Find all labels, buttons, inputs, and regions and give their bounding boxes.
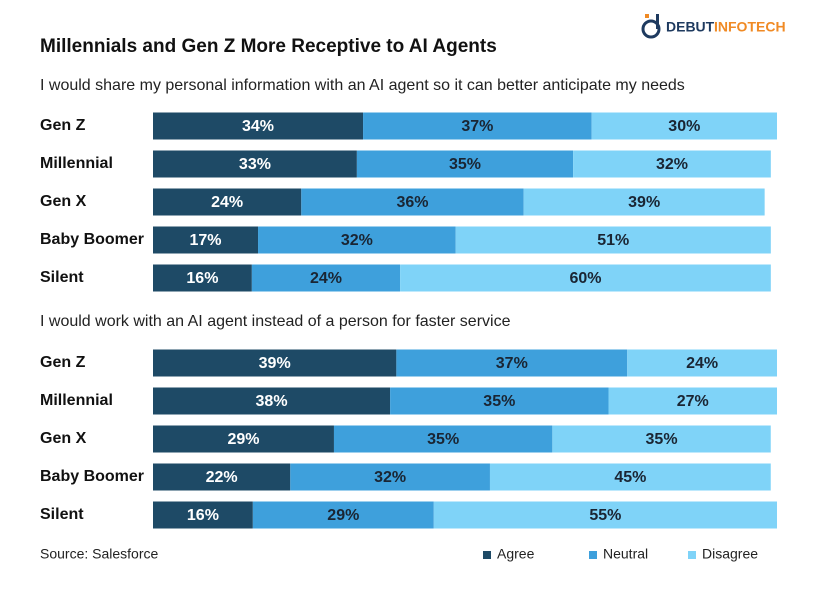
value-label: 34% [242, 118, 274, 135]
legend-label: Agree [497, 546, 535, 562]
bar-segment [523, 188, 765, 216]
bar-segment [627, 349, 777, 377]
category-label: Gen Z [40, 117, 86, 134]
value-label: 29% [327, 507, 359, 524]
value-label: 35% [646, 431, 678, 448]
category-label: Gen Z [40, 354, 86, 371]
bar-segment [400, 264, 771, 292]
bar-segment [489, 463, 771, 491]
logo-icon [656, 14, 659, 29]
legend-label: Neutral [603, 546, 648, 562]
bar-segment [153, 387, 391, 415]
value-label: 60% [569, 270, 601, 287]
logo-primary: DEBUT [666, 19, 715, 35]
category-label: Silent [40, 269, 84, 286]
bar-segment [153, 264, 252, 292]
bar-segment [290, 463, 490, 491]
source: Source: Salesforce [40, 546, 158, 562]
value-label: 45% [614, 469, 646, 486]
value-label: 24% [686, 355, 718, 372]
value-label: 35% [427, 431, 459, 448]
legend-label: Disagree [702, 546, 758, 562]
bar-segment [153, 349, 397, 377]
chart-subtitle: I would work with an AI agent instead of… [40, 313, 511, 330]
bar-segment [153, 501, 253, 529]
value-label: 36% [396, 194, 428, 211]
bar-segment [396, 349, 628, 377]
value-label: 39% [628, 194, 660, 211]
value-label: 37% [461, 118, 493, 135]
bar-segment [573, 150, 771, 178]
bar-segment [356, 150, 574, 178]
value-label: 33% [239, 156, 271, 173]
value-label: 35% [449, 156, 481, 173]
legend-swatch [688, 551, 696, 559]
value-label: 16% [186, 270, 218, 287]
value-label: 38% [256, 393, 288, 410]
logo-secondary: INFOTECH [714, 19, 786, 35]
bar-segment [591, 112, 777, 140]
value-label: 55% [589, 507, 621, 524]
bar-segment [252, 501, 434, 529]
value-label: 16% [187, 507, 219, 524]
bar-segment [153, 463, 291, 491]
bar-segment [251, 264, 401, 292]
value-label: 24% [211, 194, 243, 211]
value-label: 32% [341, 232, 373, 249]
value-label: 27% [677, 393, 709, 410]
bar-segment [333, 425, 553, 453]
category-label: Baby Boomer [40, 468, 144, 485]
category-label: Millennial [40, 155, 113, 172]
value-label: 39% [259, 355, 291, 372]
value-label: 32% [374, 469, 406, 486]
value-label: 37% [496, 355, 528, 372]
value-label: 51% [597, 232, 629, 249]
value-label: 30% [668, 118, 700, 135]
bar-segment [153, 226, 259, 254]
bar-segment [455, 226, 771, 254]
legend-swatch [589, 551, 597, 559]
bar-segment [390, 387, 609, 415]
category-label: Gen X [40, 193, 87, 210]
chart-subtitle: I would share my personal information wi… [40, 77, 685, 94]
bar-segment [301, 188, 524, 216]
bar-segment [153, 188, 302, 216]
chart-title: Millennials and Gen Z More Receptive to … [40, 36, 497, 57]
category-label: Gen X [40, 430, 87, 447]
bar-segment [363, 112, 592, 140]
bar-segment [153, 150, 357, 178]
bar-segment [608, 387, 777, 415]
logo-icon [645, 14, 649, 18]
bar-segment [153, 425, 334, 453]
logo: DEBUT INFOTECH [641, 14, 786, 39]
category-label: Millennial [40, 392, 113, 409]
value-label: 24% [310, 270, 342, 287]
bar-segment [258, 226, 456, 254]
legend-swatch [483, 551, 491, 559]
value-label: 29% [227, 431, 259, 448]
bar-segment [153, 112, 364, 140]
bar-segment [552, 425, 771, 453]
value-label: 22% [206, 469, 238, 486]
category-label: Baby Boomer [40, 231, 144, 248]
bar-segment [433, 501, 777, 529]
value-label: 35% [483, 393, 515, 410]
category-label: Silent [40, 506, 84, 523]
value-label: 32% [656, 156, 688, 173]
value-label: 17% [189, 232, 221, 249]
